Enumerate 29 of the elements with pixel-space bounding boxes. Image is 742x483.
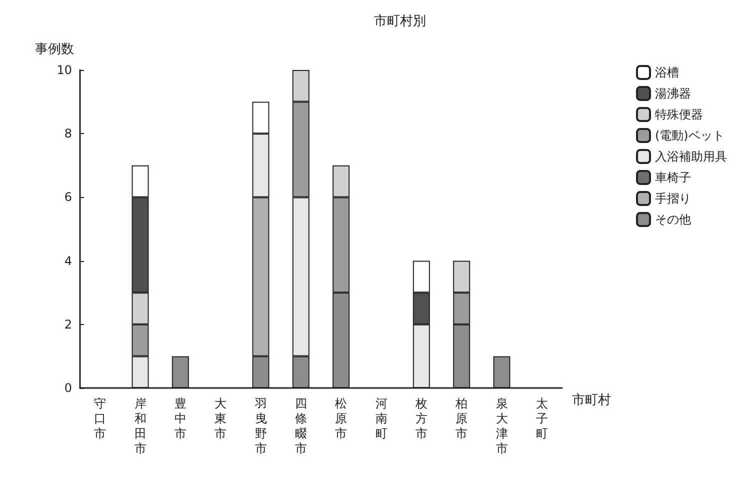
y-tick-label: 2 <box>64 317 72 332</box>
legend-label: 入浴補助用具 <box>655 150 727 164</box>
x-tick-label: 枚方市 <box>414 396 428 440</box>
x-tick-label: 大東市 <box>214 396 227 440</box>
y-tick-label: 10 <box>56 63 72 77</box>
x-tick-label: 岸和田市 <box>134 396 146 456</box>
legend-label: 手摺り <box>655 192 691 206</box>
y-tick-label: 0 <box>64 381 72 395</box>
x-tick-label: 河南町 <box>375 396 388 440</box>
x-axis-title: 市町村 <box>572 393 611 408</box>
x-tick-label: 守口市 <box>94 396 106 440</box>
x-tick-label: 豊中市 <box>174 396 186 440</box>
x-tick-label: 太子町 <box>536 396 548 440</box>
legend-label: その他 <box>655 212 691 226</box>
y-tick-label: 6 <box>64 190 72 204</box>
y-tick-label: 8 <box>64 126 72 141</box>
x-tick-label: 羽曳野市 <box>254 396 267 456</box>
legend-label: 特殊便器 <box>655 108 703 122</box>
chart-title: 市町村別 <box>374 14 426 29</box>
legend-label: 浴槽 <box>655 66 679 80</box>
x-tick-label: 松原市 <box>335 396 348 440</box>
x-tick-label: 泉大津市 <box>496 396 508 456</box>
legend-label: 車椅子 <box>655 170 691 184</box>
legend-label: (電動)ベット <box>655 128 724 142</box>
x-tick-label: 柏原市 <box>454 396 468 440</box>
x-tick-label: 四條畷市 <box>294 396 307 456</box>
legend-label: 湯沸器 <box>655 86 691 100</box>
y-tick-label: 4 <box>64 254 72 268</box>
y-axis-title: 事例数 <box>35 42 74 57</box>
